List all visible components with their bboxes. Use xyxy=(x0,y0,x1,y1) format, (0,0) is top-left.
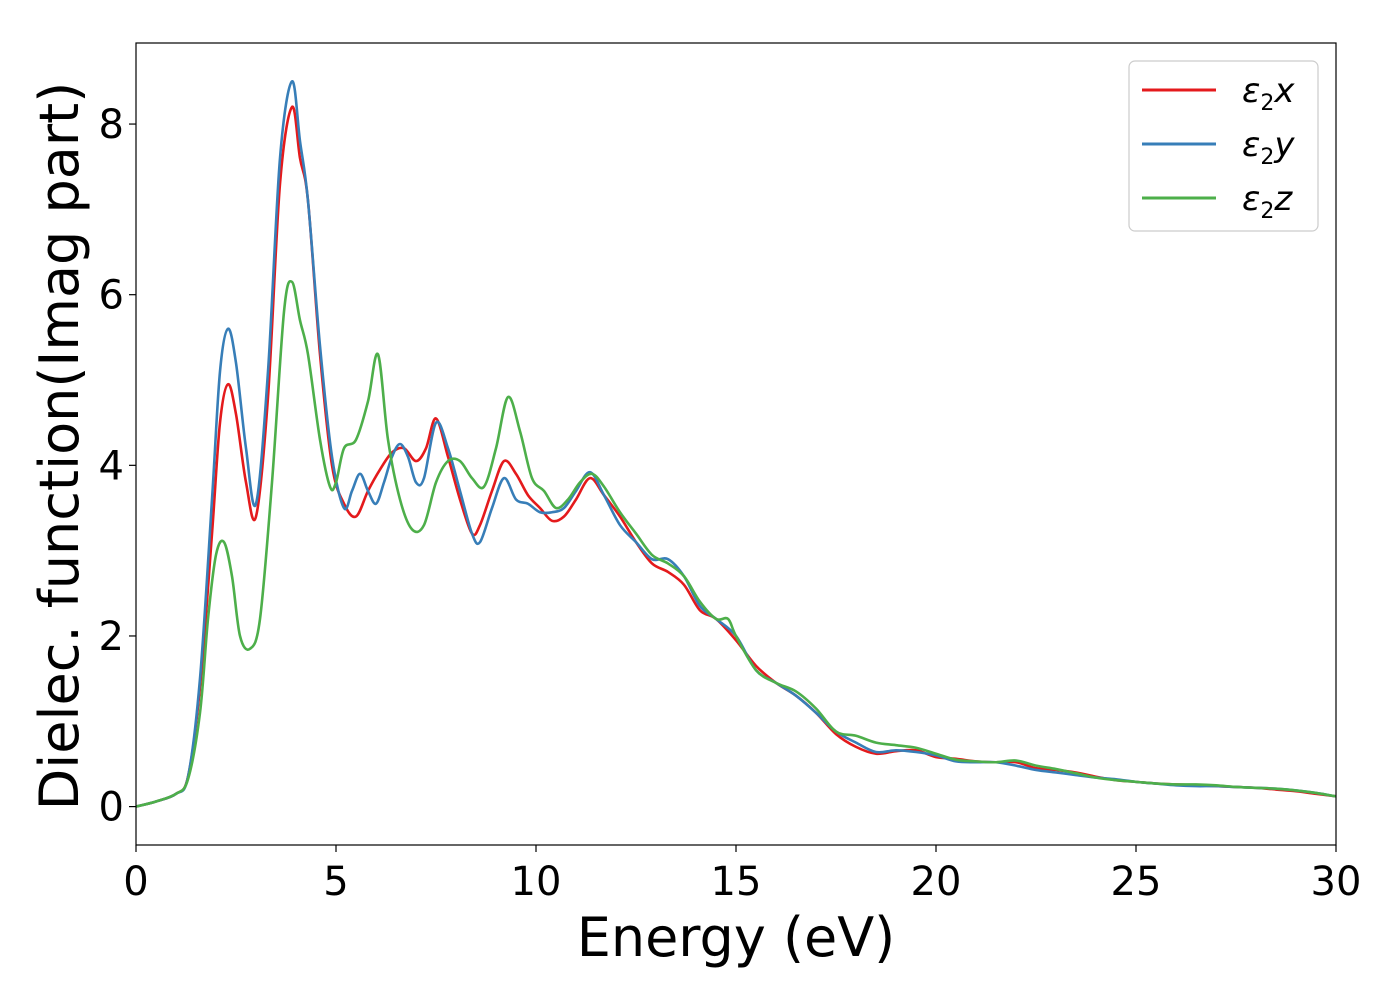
series-line-y xyxy=(136,80,1336,808)
y-tick-label: 6 xyxy=(99,273,124,319)
y-tick-label: 2 xyxy=(99,614,124,660)
y-axis: 0 2 4 6 8 xyxy=(99,102,136,831)
legend-label-y: ε2y xyxy=(1242,125,1295,170)
x-axis: 0 5 10 15 20 25 30 xyxy=(123,845,1361,905)
y-tick-label: 4 xyxy=(99,443,124,489)
x-tick-label: 0 xyxy=(123,859,148,905)
x-tick-label: 20 xyxy=(911,859,962,905)
series-line-z xyxy=(136,279,1336,808)
legend-label-x: ε2x xyxy=(1242,71,1295,116)
x-tick-label: 10 xyxy=(511,859,562,905)
x-tick-label: 30 xyxy=(1311,859,1362,905)
legend-label-z: ε2z xyxy=(1242,179,1293,224)
legend-box xyxy=(1128,60,1319,232)
x-tick-label: 5 xyxy=(323,859,348,905)
x-tick-label: 25 xyxy=(1111,859,1162,905)
y-tick-label: 8 xyxy=(99,102,124,148)
x-tick-label: 15 xyxy=(711,859,762,905)
series-layer xyxy=(136,80,1336,808)
y-axis-title: Dielec. function(Imag part) xyxy=(28,82,91,811)
y-tick-label: 0 xyxy=(99,785,124,831)
x-axis-title: Energy (eV) xyxy=(577,906,896,969)
legend: ε2x ε2y ε2z xyxy=(1128,60,1319,232)
